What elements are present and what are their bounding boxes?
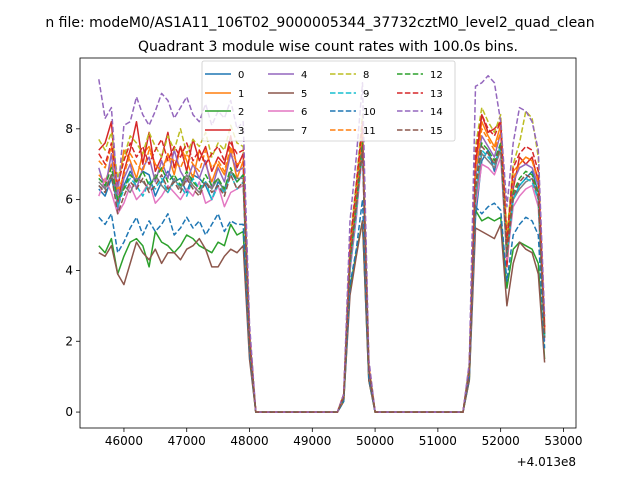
x-tick-label: 49000 — [293, 434, 331, 448]
y-tick-label: 2 — [65, 334, 73, 348]
y-tick-label: 0 — [65, 405, 73, 419]
legend-label-1: 1 — [238, 89, 244, 100]
legend-label-10: 10 — [363, 107, 376, 118]
legend-label-3: 3 — [238, 126, 244, 137]
chart-title: Quadrant 3 module wise count rates with … — [138, 39, 518, 55]
x-tick-label: 48000 — [230, 434, 268, 448]
legend-label-12: 12 — [430, 70, 443, 81]
x-tick-label: 53000 — [544, 434, 582, 448]
series-line-15 — [98, 145, 546, 413]
legend-label-4: 4 — [301, 70, 307, 81]
axes-frame — [79, 57, 577, 429]
legend-label-14: 14 — [430, 107, 443, 118]
legend-label-8: 8 — [363, 70, 369, 81]
legend-label-0: 0 — [238, 70, 244, 81]
x-axis: 46000 47000 48000 49000 50000 51000 52000 53000 — [105, 428, 583, 448]
x-tick-label: 46000 — [105, 434, 143, 448]
legend-label-6: 6 — [301, 107, 307, 118]
legend-label-11: 11 — [363, 126, 376, 137]
y-tick-label: 6 — [65, 193, 73, 207]
x-tick-label: 52000 — [482, 434, 520, 448]
legend-label-15: 15 — [430, 126, 443, 137]
series-line-12 — [98, 142, 546, 413]
legend-label-5: 5 — [301, 89, 307, 100]
x-offset-text: +4.013e8 — [517, 455, 576, 469]
x-tick-label: 50000 — [356, 434, 394, 448]
y-tick-label: 8 — [65, 122, 73, 136]
x-tick-label: 51000 — [419, 434, 457, 448]
legend-label-13: 13 — [430, 89, 443, 100]
x-tick-label: 47000 — [168, 434, 206, 448]
plot-area: 46000 47000 48000 49000 50000 51000 52000 53000… — [65, 57, 583, 469]
legend-box — [201, 60, 456, 142]
y-axis: 0 2 4 6 8 — [65, 122, 80, 419]
legend-label-2: 2 — [238, 107, 244, 118]
series-lines — [98, 74, 546, 413]
y-tick-label: 4 — [65, 263, 73, 277]
figure-suptitle: n file: modeM0/AS1A11_106T02_9000005344_… — [45, 15, 594, 31]
legend-label-7: 7 — [301, 126, 307, 137]
legend-label-9: 9 — [363, 89, 369, 100]
